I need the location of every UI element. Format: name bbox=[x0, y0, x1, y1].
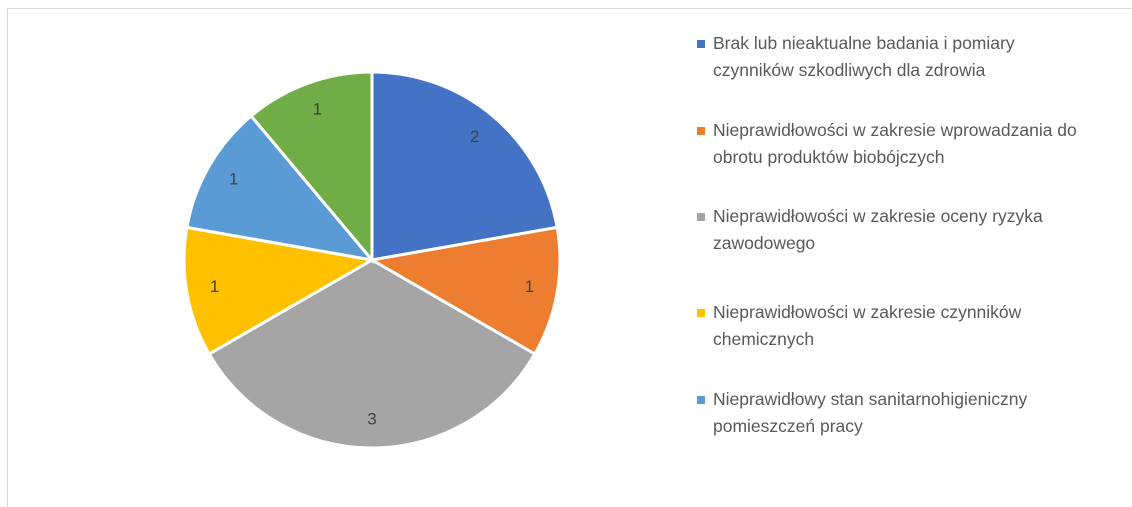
legend-swatch bbox=[697, 40, 705, 48]
legend-item: Nieprawidłowości w zakresie wprowadzania… bbox=[697, 117, 1097, 171]
legend-item: Brak lub nieaktualne badania i pomiary c… bbox=[697, 30, 1097, 84]
pie-slice bbox=[182, 225, 377, 357]
legend-item: Nieprawidłowości w zakresie czynników ch… bbox=[697, 299, 1097, 353]
legend-swatch bbox=[697, 213, 705, 221]
legend-item: Nieprawidłowości w zakresie oceny ryzyka… bbox=[697, 203, 1097, 257]
legend-item: Nieprawidłowy stan sanitarnohigieniczny … bbox=[697, 386, 1097, 440]
legend-label: Nieprawidłowości w zakresie oceny ryzyka… bbox=[713, 206, 1043, 253]
data-label: 1 bbox=[313, 99, 322, 118]
legend-swatch bbox=[697, 309, 705, 317]
legend-label: Brak lub nieaktualne badania i pomiary c… bbox=[713, 33, 1015, 80]
legend-label: Nieprawidłowości w zakresie czynników ch… bbox=[713, 302, 1022, 349]
data-label: 2 bbox=[470, 127, 479, 146]
legend-swatch bbox=[697, 127, 705, 135]
pie-slice bbox=[370, 70, 559, 262]
pie-slice bbox=[249, 70, 374, 265]
pie-slice bbox=[207, 258, 537, 450]
data-label: 1 bbox=[210, 277, 219, 296]
pie-slice bbox=[367, 225, 562, 357]
legend-label: Nieprawidłowy stan sanitarnohigieniczny … bbox=[713, 389, 1028, 436]
data-label: 1 bbox=[229, 170, 238, 189]
data-label: 3 bbox=[367, 409, 376, 428]
legend-swatch bbox=[697, 396, 705, 404]
legend-label: Nieprawidłowości w zakresie wprowadzania… bbox=[713, 120, 1077, 167]
pie-slice bbox=[185, 113, 376, 263]
data-label: 1 bbox=[525, 277, 534, 296]
